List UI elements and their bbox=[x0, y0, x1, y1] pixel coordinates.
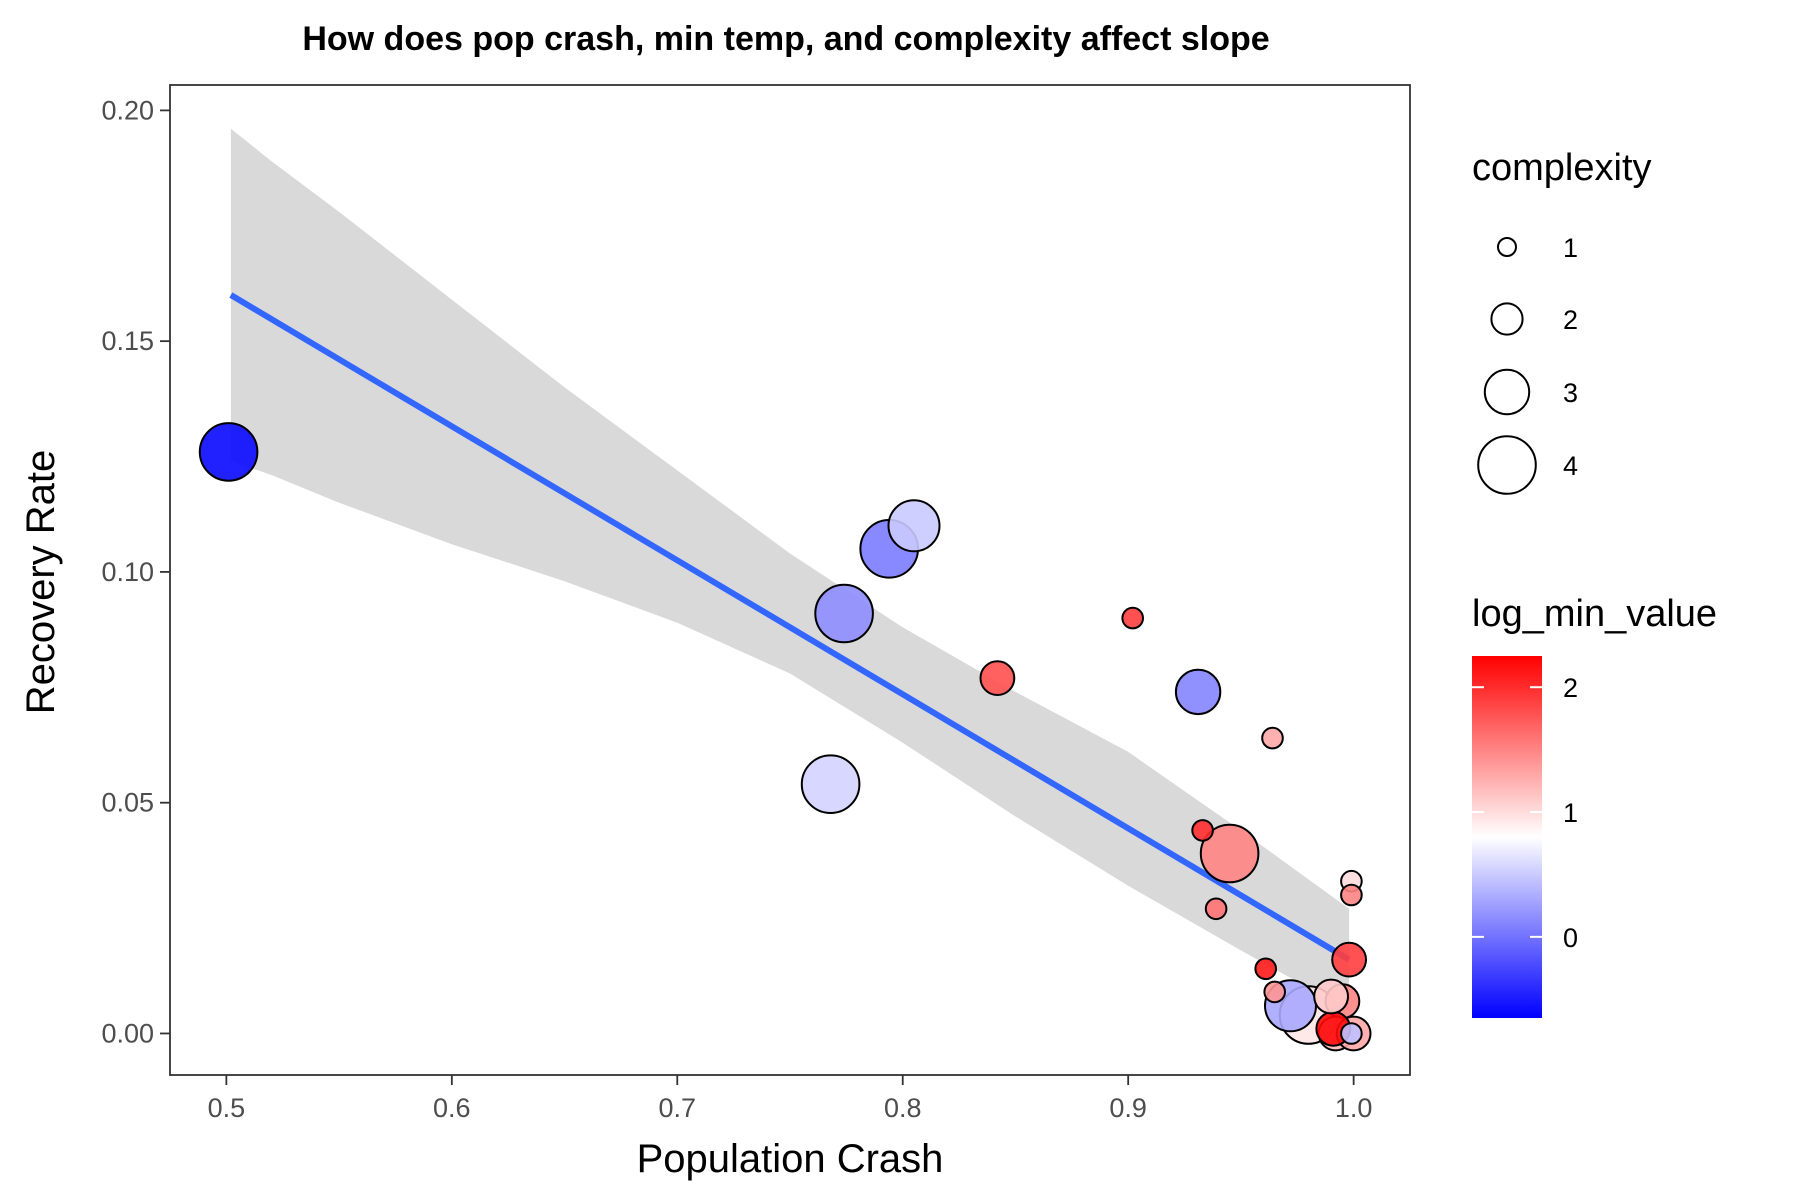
y-tick-label: 0.00 bbox=[101, 1018, 154, 1048]
data-point-0 bbox=[198, 422, 259, 482]
x-tick-label: 0.7 bbox=[658, 1093, 696, 1123]
size-legend: 1 2 3 4 bbox=[1477, 233, 1578, 495]
x-tick-label: 0.8 bbox=[884, 1093, 922, 1123]
size-legend-key-2 bbox=[1490, 302, 1524, 336]
data-point-6 bbox=[979, 660, 1016, 696]
size-legend-label: 4 bbox=[1563, 451, 1578, 481]
x-tick-label: 1.0 bbox=[1335, 1093, 1373, 1123]
data-points bbox=[198, 422, 1372, 1052]
x-tick-label: 0.6 bbox=[433, 1093, 471, 1123]
data-point-11 bbox=[1204, 897, 1228, 921]
data-point-14 bbox=[1331, 941, 1367, 978]
data-point-23 bbox=[1340, 1022, 1363, 1045]
y-tick-label: 0.15 bbox=[101, 326, 154, 356]
size-legend-label: 1 bbox=[1563, 233, 1578, 263]
data-point-8 bbox=[1261, 726, 1284, 750]
color-legend-title: log_min_value bbox=[1472, 593, 1717, 635]
color-legend-label: 2 bbox=[1563, 673, 1578, 703]
legend: complexity 1 2 3 4 log_min_value 2 1 0 bbox=[1472, 147, 1717, 1018]
size-legend-label: 2 bbox=[1563, 305, 1578, 335]
data-point-15 bbox=[1254, 957, 1277, 981]
data-point-9 bbox=[1191, 819, 1214, 842]
data-point-16 bbox=[1263, 980, 1286, 1004]
size-legend-key-1 bbox=[1497, 237, 1517, 257]
y-tick-label: 0.20 bbox=[101, 95, 154, 125]
color-legend-label: 1 bbox=[1563, 798, 1578, 828]
data-point-7 bbox=[1174, 668, 1222, 716]
x-tick-label: 0.9 bbox=[1109, 1093, 1147, 1123]
size-legend-label: 3 bbox=[1563, 378, 1578, 408]
data-point-3 bbox=[814, 583, 874, 644]
color-legend-label: 0 bbox=[1563, 923, 1578, 953]
plot-border bbox=[169, 84, 1411, 1076]
plot-area bbox=[169, 84, 1411, 1076]
colorbar bbox=[1472, 656, 1542, 1018]
data-point-4 bbox=[800, 754, 861, 815]
y-tick-label: 0.10 bbox=[101, 557, 154, 587]
x-axis-title: Population Crash bbox=[637, 1137, 944, 1181]
data-point-13 bbox=[1340, 883, 1363, 907]
color-legend-ticks: 2 1 0 bbox=[1472, 673, 1578, 953]
data-point-1 bbox=[887, 499, 941, 553]
size-legend-title: complexity bbox=[1472, 147, 1652, 189]
x-axis: 0.5 0.6 0.7 0.8 0.9 1.0 bbox=[208, 1075, 1373, 1123]
y-tick-label: 0.05 bbox=[101, 788, 154, 818]
data-point-10 bbox=[1199, 823, 1260, 884]
trend-line bbox=[229, 292, 1351, 963]
data-point-24 bbox=[1313, 978, 1349, 1015]
size-legend-key-4 bbox=[1477, 435, 1537, 495]
data-point-5 bbox=[1121, 606, 1144, 630]
size-legend-key-3 bbox=[1483, 368, 1531, 416]
y-axis-title: Recovery Rate bbox=[19, 450, 63, 715]
y-axis: 0.00 0.05 0.10 0.15 0.20 bbox=[101, 95, 170, 1048]
chart-title: How does pop crash, min temp, and comple… bbox=[302, 20, 1269, 58]
x-tick-label: 0.5 bbox=[208, 1093, 246, 1123]
